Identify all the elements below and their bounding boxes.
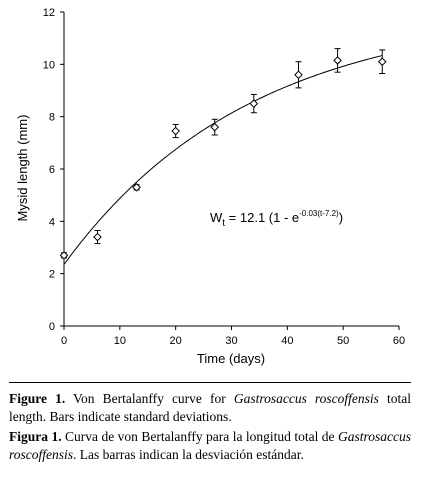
equation-w: W: [210, 210, 223, 225]
y-tick-label: 0: [49, 321, 55, 333]
y-tick-label: 6: [49, 164, 55, 176]
x-tick-label: 30: [225, 335, 237, 347]
y-tick-label: 4: [49, 216, 55, 228]
caption-es-text-2: . Las barras indican la desviación están…: [73, 447, 304, 462]
y-tick-label: 8: [49, 112, 55, 124]
fit-curve: [63, 55, 383, 265]
caption-english: Figure 1. Von Bertalanffy curve for Gast…: [9, 390, 411, 426]
y-tick-label: 10: [43, 59, 55, 71]
data-point: [59, 251, 69, 260]
data-point: [294, 70, 303, 80]
data-point: [171, 126, 180, 136]
caption-en-species: Gastrosaccus roscoffensis: [233, 391, 379, 406]
data-point: [93, 232, 102, 242]
caption-en-label: Figure 1.: [9, 391, 66, 406]
caption-en-text-2: total length. Bars indicate standard dev…: [9, 391, 411, 424]
data-point: [333, 56, 342, 65]
caption-es-label: Figura 1.: [9, 429, 62, 444]
equation-body: = 12.1 (1 - e: [225, 210, 299, 225]
equation-subscript: t: [222, 218, 225, 229]
x-axis-title: Time (days): [197, 351, 265, 366]
x-tick-label: 60: [393, 335, 405, 347]
caption-es-species: Gastrosaccus roscoffensis: [9, 429, 411, 462]
equation-annotation: Wt = 12.1 (1 - e-0.03(t-7.2)): [210, 209, 343, 229]
x-tick-label: 40: [281, 335, 293, 347]
data-point: [377, 57, 387, 67]
y-tick-label: 2: [49, 269, 55, 281]
data-point: [210, 122, 220, 132]
equation-end: ): [339, 210, 343, 225]
growth-chart: 0 2 4 6 8 10 12 0 10 20 30 40 50 60 Mysid length (mm)…: [15, 7, 405, 366]
data-points-group: [59, 48, 387, 260]
x-tick-label: 50: [337, 335, 349, 347]
y-axis-title: Mysid length (mm): [15, 115, 30, 222]
caption-divider: [9, 382, 411, 383]
fit-curve-group: [63, 55, 383, 265]
caption-en-text-1: Von Bertalanffy curve for: [65, 391, 234, 406]
caption-es-text-1: Curva de von Bertalanffy para la longitu…: [61, 429, 338, 444]
data-point: [249, 99, 259, 108]
x-tick-label: 10: [114, 335, 126, 347]
x-tick-label: 0: [61, 335, 67, 347]
data-point: [132, 183, 141, 192]
equation-superscript: -0.03(t-7.2): [299, 209, 339, 218]
chart-axes: 0 2 4 6 8 10 12 0 10 20 30 40 50 60: [43, 7, 405, 347]
x-tick-label: 20: [170, 335, 182, 347]
y-tick-label: 12: [43, 7, 55, 19]
caption-spanish: Figura 1. Curva de von Bertalanffy para …: [9, 428, 411, 464]
